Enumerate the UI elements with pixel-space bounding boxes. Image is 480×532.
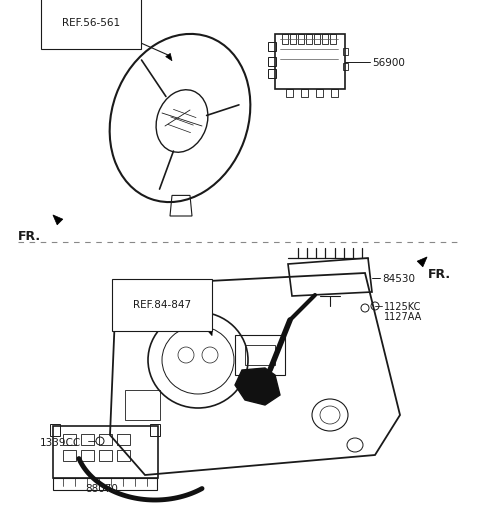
Bar bbox=[125, 390, 160, 420]
Bar bbox=[282, 34, 288, 44]
Bar bbox=[275, 34, 345, 89]
Bar bbox=[298, 34, 304, 44]
Text: REF.84-847: REF.84-847 bbox=[133, 300, 191, 310]
Text: 1125KC: 1125KC bbox=[384, 302, 421, 312]
Bar bbox=[117, 434, 130, 445]
Text: FR.: FR. bbox=[18, 230, 41, 243]
Bar bbox=[53, 478, 157, 490]
Text: 1127AA: 1127AA bbox=[384, 312, 422, 322]
Bar bbox=[150, 424, 160, 436]
Polygon shape bbox=[166, 53, 172, 61]
Text: REF.56-561: REF.56-561 bbox=[62, 18, 120, 28]
Polygon shape bbox=[53, 215, 63, 225]
Bar bbox=[99, 434, 112, 445]
Bar bbox=[245, 345, 275, 365]
Bar bbox=[343, 48, 348, 55]
Bar bbox=[268, 42, 276, 51]
Bar bbox=[117, 450, 130, 461]
Text: 56900: 56900 bbox=[372, 58, 405, 68]
Polygon shape bbox=[235, 368, 280, 405]
Bar bbox=[81, 450, 94, 461]
Bar bbox=[235, 335, 285, 375]
Bar bbox=[290, 34, 296, 44]
Bar bbox=[50, 424, 60, 436]
Bar bbox=[81, 434, 94, 445]
Bar bbox=[63, 450, 76, 461]
Polygon shape bbox=[208, 329, 212, 336]
Bar bbox=[53, 426, 158, 478]
Bar bbox=[314, 34, 320, 44]
Bar bbox=[301, 89, 308, 97]
Text: 1339CC: 1339CC bbox=[40, 438, 81, 448]
Bar bbox=[268, 57, 276, 66]
Polygon shape bbox=[417, 257, 427, 267]
Bar bbox=[330, 34, 336, 44]
Bar bbox=[63, 434, 76, 445]
Text: 84530: 84530 bbox=[382, 274, 415, 284]
Text: FR.: FR. bbox=[428, 268, 451, 281]
Bar bbox=[286, 89, 293, 97]
Bar bbox=[306, 34, 312, 44]
Bar bbox=[331, 89, 338, 97]
Bar bbox=[99, 450, 112, 461]
Text: 88070: 88070 bbox=[85, 484, 118, 494]
Bar bbox=[316, 89, 323, 97]
Bar bbox=[322, 34, 328, 44]
Bar bbox=[268, 69, 276, 78]
Bar bbox=[343, 63, 348, 70]
